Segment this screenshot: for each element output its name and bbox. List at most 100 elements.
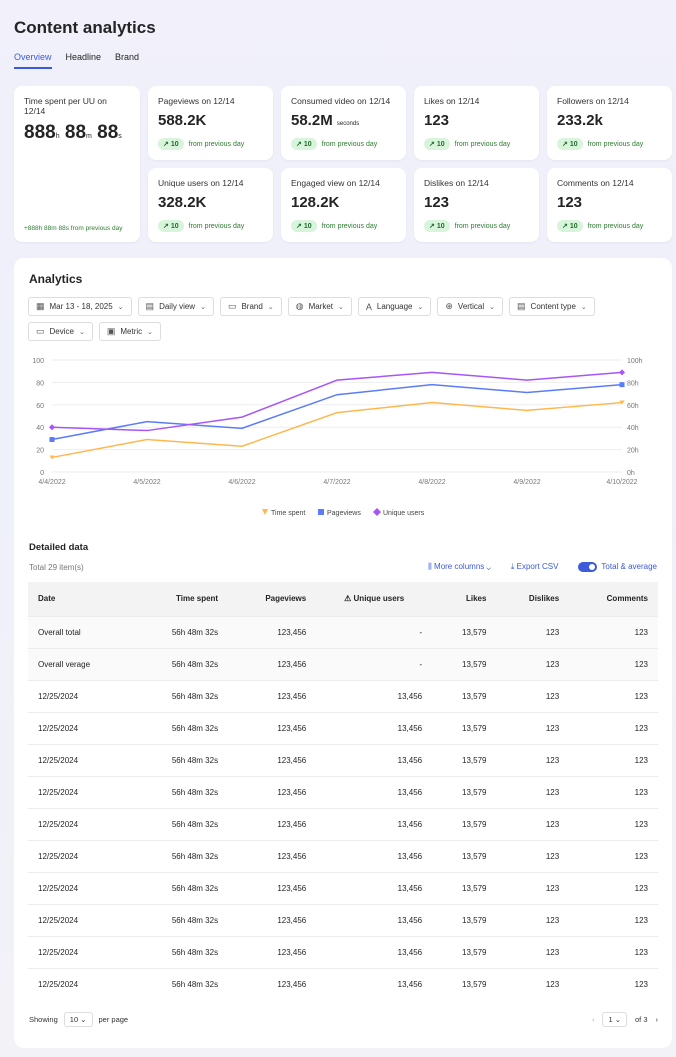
table-cell: 12/25/2024 (28, 775, 133, 808)
table-cell: 123 (496, 775, 570, 808)
change-badge: ↗ 10 (557, 220, 583, 232)
table-cell: 13,579 (432, 807, 497, 840)
page-size: Showing 10 ⌄ per page (29, 1012, 128, 1027)
table-cell: 13,456 (316, 903, 433, 936)
export-csv-button[interactable]: ⤓ Export CSV (510, 562, 559, 571)
card-delta: ↗ 10 from previous day (557, 138, 643, 150)
table-cell: 13,456 (316, 807, 433, 840)
chevron-down-icon: ⌄ (200, 303, 206, 311)
filter-brand[interactable]: ▭ Brand ⌄ (219, 297, 282, 316)
card-delta: ↗ 10 from previous day (158, 220, 244, 232)
metric-card: Unique users on 12/14 328.2K ↗ 10 from pr… (148, 168, 273, 242)
table-cell: 123 (496, 935, 570, 968)
table-cell: 123 (569, 871, 658, 904)
column-header[interactable]: Pageviews (228, 582, 317, 616)
filter-bar: ▦ Mar 13 - 18, 2025 ⌄ ▤ Daily view ⌄ ▭ Brand ⌄ ◍ M… (28, 297, 658, 341)
table-cell: 123,456 (228, 615, 317, 648)
table-cell: 13,456 (316, 679, 433, 712)
more-columns-button[interactable]: ⫼ More columns ⌄ (428, 562, 491, 571)
legend-marker (262, 509, 268, 515)
table-cell: 123 (569, 647, 658, 680)
table-cell: 123 (569, 967, 658, 1000)
table-row: 12/25/2024 56h 48m 32s 123,456 13,456 13,579… (28, 935, 658, 968)
filter-mar-[interactable]: ▦ Mar 13 - 18, 2025 ⌄ (28, 297, 132, 316)
column-header[interactable]: Dislikes (496, 582, 570, 616)
data-point (619, 382, 625, 388)
y2-tick-label: 100h (627, 358, 643, 365)
chevron-down-icon: ⌄ (117, 303, 124, 311)
page-select[interactable]: 1 ⌄ (602, 1012, 627, 1027)
table-cell: 123 (569, 615, 658, 648)
column-header[interactable]: ⚠ Unique users (316, 582, 433, 616)
filter-vertical[interactable]: ⊕ Vertical ⌄ (437, 297, 504, 316)
next-page-icon[interactable]: › (655, 1015, 659, 1024)
table-cell: 13,456 (316, 871, 433, 904)
tab-brand[interactable]: Brand (115, 52, 140, 62)
card-value: 123 (557, 194, 583, 211)
table-cell: 12/25/2024 (28, 711, 133, 744)
column-header[interactable]: Comments (569, 582, 658, 616)
table-cell: 123 (569, 711, 658, 744)
card-label: Engaged view on 12/14 (291, 178, 380, 188)
change-badge: ↗ 10 (158, 138, 184, 150)
table-cell: 123 (569, 743, 658, 776)
filter-metric[interactable]: ▣ Metric ⌄ (98, 322, 162, 341)
trend-up-icon: ↗ (429, 141, 435, 148)
chevron-down-icon: ⌄ (78, 328, 85, 336)
trend-up-icon: ↗ (562, 223, 568, 230)
filter-device[interactable]: ▭ Device ⌄ (28, 322, 93, 341)
table-cell: Overall total (28, 615, 133, 648)
table-cell: 13,579 (432, 647, 497, 680)
card-value: 588.2K (158, 112, 207, 129)
table-cell: 56h 48m 32s (132, 743, 229, 776)
y-tick-label: 0 (40, 470, 44, 477)
chevron-down-icon: ⌄ (338, 303, 344, 311)
filter-language[interactable]: A Language ⌄ (357, 297, 432, 316)
prev-page-icon[interactable]: ‹ (591, 1015, 595, 1024)
table-cell: 13,579 (432, 711, 497, 744)
toggle-switch[interactable] (578, 562, 598, 572)
filter-daily-view[interactable]: ▤ Daily view ⌄ (137, 297, 214, 316)
y2-tick-label: 40h (627, 425, 639, 432)
table-cell: 13,456 (316, 839, 433, 872)
table-cell: 123 (569, 679, 658, 712)
x-tick-label: 4/6/2022 (228, 479, 255, 486)
series-line (51, 401, 623, 459)
metric-card: Followers on 12/14 233.2k ↗ 10 from previ… (547, 86, 672, 160)
table-cell: 56h 48m 32s (132, 775, 229, 808)
card-value: 123 (424, 194, 450, 211)
table-cell: 123 (496, 871, 570, 904)
card-label: Pageviews on 12/14 (158, 96, 235, 106)
trend-up-icon: ↗ (562, 141, 568, 148)
card-delta: +888h 88m 88s from previous day (24, 225, 123, 232)
table-cell: 12/25/2024 (28, 871, 133, 904)
table-cell: 13,579 (432, 903, 497, 936)
series-line (51, 371, 623, 432)
table-cell: 13,456 (316, 743, 433, 776)
filter-market[interactable]: ◍ Market ⌄ (287, 297, 352, 316)
table-cell: 13,579 (432, 615, 497, 648)
trend-up-icon: ↗ (296, 141, 302, 148)
card-label: Time spent per UU on 12/14 (24, 96, 107, 116)
y2-tick-label: 0h (627, 470, 635, 477)
table-cell: 13,579 (432, 839, 497, 872)
change-badge: ↗ 10 (557, 138, 583, 150)
download-icon: ⤓ (510, 562, 517, 571)
metric-card: Comments on 12/14 123 ↗ 10 from previous … (547, 168, 672, 242)
filter-content-type[interactable]: ▤ Content type ⌄ (509, 297, 595, 316)
total-average-toggle[interactable]: Total & average (578, 562, 657, 572)
table-cell: 12/25/2024 (28, 839, 133, 872)
legend-marker (373, 508, 381, 516)
time-spent-card: Time spent per UU on 12/14 888h 88m 88s … (14, 86, 140, 242)
tab-headline[interactable]: Headline (65, 52, 102, 62)
table-cell: 123 (496, 647, 570, 680)
page-size-select[interactable]: 10 ⌄ (63, 1012, 93, 1027)
column-header[interactable]: Date (28, 582, 133, 616)
column-header[interactable]: Time spent (132, 582, 229, 616)
tab-overview[interactable]: Overview (14, 52, 52, 69)
card-label: Consumed video on 12/14 (291, 96, 391, 106)
card-delta: ↗ 10 from previous day (158, 138, 244, 150)
card-delta: ↗ 10 from previous day (291, 138, 377, 150)
table-cell: 123 (496, 967, 570, 1000)
column-header[interactable]: Likes (432, 582, 497, 616)
